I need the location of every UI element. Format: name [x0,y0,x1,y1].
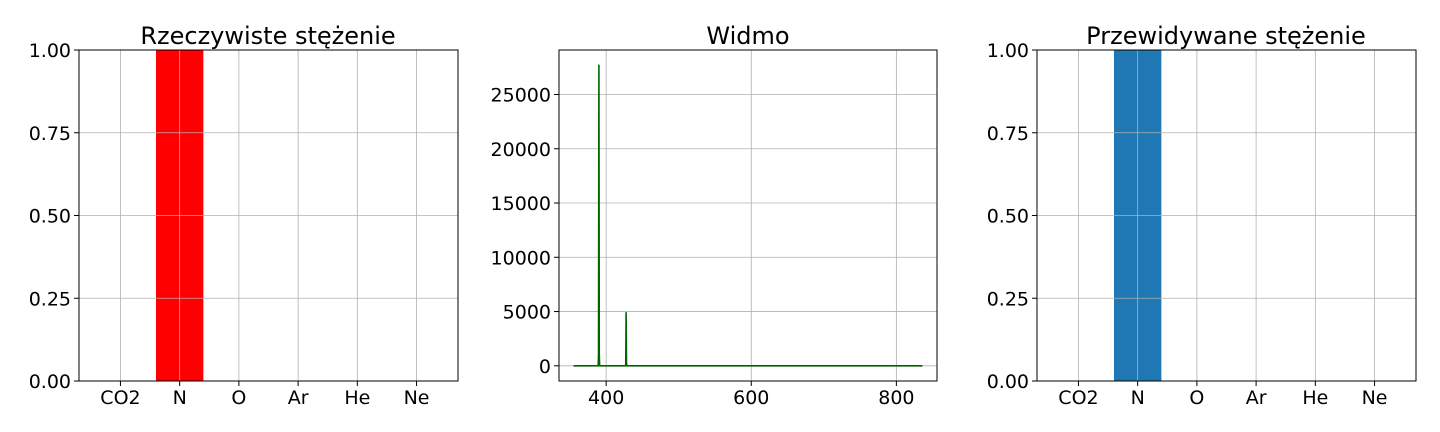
x-tick-label: Ne [404,387,430,409]
chart-predicted-concentration: Przewidywane stężenie CO2 N O Ar He Ne 0.00 0.2… [987,22,1417,409]
chart-title: Widmo [706,22,789,50]
plot-frame [558,49,938,382]
y-tick-label: 0 [539,356,551,378]
y-tick-label: 15000 [491,193,551,215]
chart-spectrum: Widmo 400 600 800 0 5000 10000 15000 20000 25000 [491,22,938,409]
y-tick-label: 0.50 [29,206,71,228]
x-tick-label: 600 [733,387,769,409]
y-tick-label: 0.00 [987,371,1029,393]
x-tick-label: Ar [288,387,309,409]
y-tick-label: 10000 [491,247,551,269]
x-tick-label: CO2 [1058,387,1098,409]
x-tick-label: CO2 [100,387,140,409]
y-tick-label: 0.25 [987,288,1029,310]
x-tick-label: N [1131,387,1145,409]
x-tick-label: N [173,387,187,409]
chart-real-concentration: Rzeczywiste stężenie CO2 N O Ar He Ne 0.00 0.25… [29,22,459,409]
y-tick-label: 1.00 [29,40,71,62]
y-tick-label: 0.00 [29,371,71,393]
y-tick-label: 5000 [503,302,551,324]
y-tick-label: 0.25 [29,288,71,310]
spectrum-line [573,64,923,367]
chart-title: Rzeczywiste stężenie [140,22,395,50]
x-tick-label: Ar [1246,387,1267,409]
y-tick-label: 1.00 [987,40,1029,62]
x-tick-label: He [344,387,370,409]
y-tick-label: 0.50 [987,206,1029,228]
x-tick-label: O [1189,387,1204,409]
y-tick-label: 0.75 [987,123,1029,145]
y-tick-label: 20000 [491,139,551,161]
chart-title: Przewidywane stężenie [1086,22,1366,50]
x-tick-label: He [1302,387,1328,409]
x-tick-label: 400 [588,387,624,409]
x-tick-label: O [231,387,246,409]
x-tick-label: Ne [1362,387,1388,409]
y-tick-label: 0.75 [29,123,71,145]
x-tick-label: 800 [878,387,914,409]
y-tick-label: 25000 [491,84,551,106]
